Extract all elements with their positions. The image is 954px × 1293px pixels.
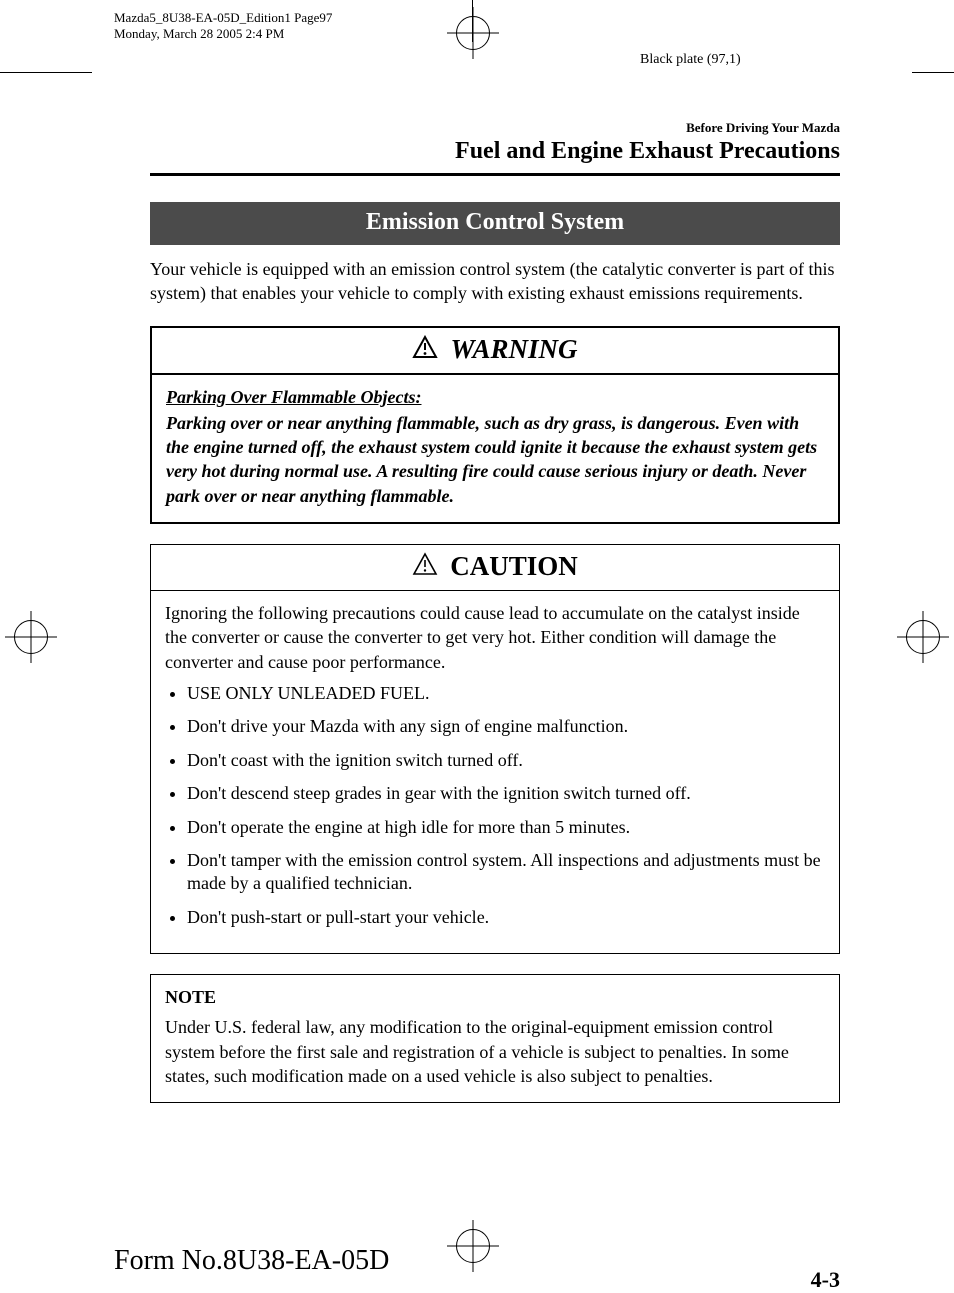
plate-label: Black plate (97,1) (640, 52, 741, 68)
list-item: Don't coast with the ignition switch tur… (187, 749, 825, 772)
list-item: Don't tamper with the emission control s… (187, 849, 825, 896)
registration-mark-icon (456, 1229, 490, 1263)
form-number: Form No.8U38-EA-05D (114, 1245, 389, 1277)
doc-id-line1: Mazda5_8U38-EA-05D_Edition1 Page97 (114, 10, 332, 26)
doc-id-line2: Monday, March 28 2005 2:4 PM (114, 26, 332, 42)
warning-triangle-icon (412, 335, 438, 364)
registration-mark-icon (456, 16, 490, 50)
chapter-title: Fuel and Engine Exhaust Precautions (150, 138, 840, 165)
warning-text: Parking over or near anything flammable,… (166, 411, 824, 508)
warning-title: WARNING (450, 334, 577, 364)
warning-subhead: Parking Over Flammable Objects: (166, 385, 824, 409)
list-item: Don't push-start or pull-start your vehi… (187, 906, 825, 929)
crop-mark (0, 72, 92, 73)
section-band: Emission Control System (150, 202, 840, 245)
caution-triangle-icon (412, 552, 438, 581)
warning-head: WARNING (152, 328, 838, 375)
intro-paragraph: Your vehicle is equipped with an emissio… (150, 257, 840, 306)
list-item: USE ONLY UNLEADED FUEL. (187, 682, 825, 705)
caution-head: CAUTION (151, 545, 839, 591)
registration-mark-icon (14, 620, 48, 654)
caution-title: CAUTION (450, 551, 578, 581)
crop-mark (912, 72, 954, 73)
note-title: NOTE (165, 985, 825, 1009)
caution-body: Ignoring the following precautions could… (151, 591, 839, 953)
caution-box: CAUTION Ignoring the following precautio… (150, 544, 840, 954)
registration-mark-icon (906, 620, 940, 654)
caution-list: USE ONLY UNLEADED FUEL. Don't drive your… (165, 682, 825, 929)
content-area: Before Driving Your Mazda Fuel and Engin… (150, 110, 840, 1103)
section-label: Before Driving Your Mazda (150, 120, 840, 136)
warning-box: WARNING Parking Over Flammable Objects: … (150, 326, 840, 524)
divider (150, 173, 840, 176)
page-number: 4-3 (811, 1267, 840, 1293)
page: Mazda5_8U38-EA-05D_Edition1 Page97 Monda… (0, 0, 954, 1285)
caution-intro: Ignoring the following precautions could… (165, 601, 825, 674)
warning-body: Parking Over Flammable Objects: Parking … (152, 375, 838, 522)
list-item: Don't operate the engine at high idle fo… (187, 816, 825, 839)
list-item: Don't descend steep grades in gear with … (187, 782, 825, 805)
list-item: Don't drive your Mazda with any sign of … (187, 715, 825, 738)
note-body: Under U.S. federal law, any modification… (165, 1015, 825, 1088)
doc-meta: Mazda5_8U38-EA-05D_Edition1 Page97 Monda… (114, 10, 332, 43)
note-box: NOTE Under U.S. federal law, any modific… (150, 974, 840, 1103)
